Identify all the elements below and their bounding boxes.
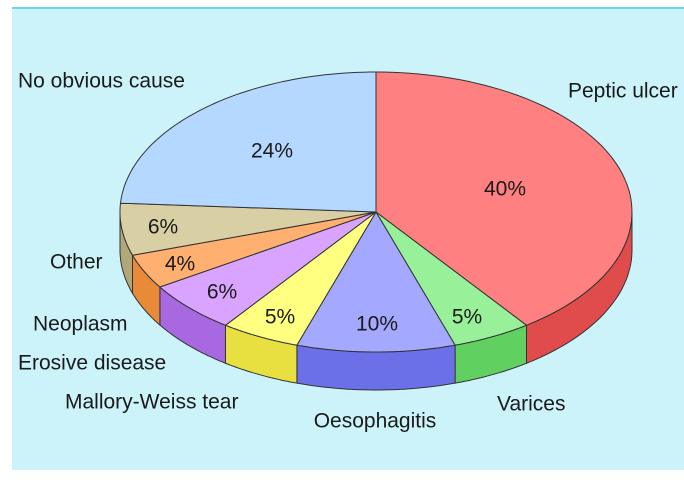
value-label: 40% (484, 178, 526, 201)
category-label: Peptic ulcer (568, 80, 678, 103)
slice (375, 71, 633, 326)
category-label: Varices (497, 393, 565, 416)
slice (225, 211, 377, 346)
slice (132, 211, 377, 288)
category-label: Other (50, 251, 103, 274)
value-label: 5% (265, 306, 295, 329)
slice (375, 211, 527, 346)
category-label: Neoplasm (33, 313, 128, 336)
slice (119, 202, 377, 256)
slice (120, 71, 377, 213)
category-label: No obvious cause (18, 70, 185, 93)
category-label: Oesophagitis (314, 410, 437, 433)
value-label: 6% (207, 281, 237, 304)
slice (159, 211, 377, 326)
value-label: 10% (356, 313, 398, 336)
value-label: 6% (148, 216, 178, 239)
slice (296, 211, 456, 353)
value-label: 5% (452, 306, 482, 329)
value-label: 24% (251, 140, 293, 163)
category-label: Erosive disease (18, 352, 166, 375)
value-label: 4% (165, 253, 195, 276)
category-label: Mallory-Weiss tear (65, 391, 238, 414)
